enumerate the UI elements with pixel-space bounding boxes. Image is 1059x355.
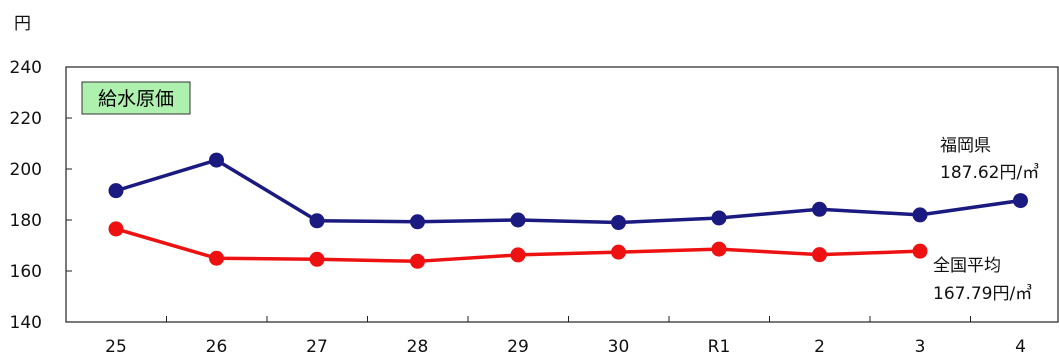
- x-tick-label: 25: [105, 337, 127, 355]
- y-tick-label: 220: [10, 109, 42, 129]
- y-tick-label: 140: [10, 313, 42, 333]
- data-point: [108, 183, 124, 199]
- series-line: [115, 158, 1021, 225]
- x-tick-label: 2: [814, 337, 825, 355]
- data-point: [410, 253, 425, 269]
- data-point: [812, 201, 827, 217]
- x-tick-label: 29: [507, 337, 529, 355]
- y-tick-label: 240: [10, 58, 42, 78]
- series-label-fukuoka-name: 福岡県: [940, 136, 991, 156]
- y-tick-label: 200: [10, 160, 42, 180]
- data-point: [510, 212, 526, 228]
- x-tick-label: 3: [915, 337, 926, 355]
- chart-title: 給水原価: [98, 88, 174, 110]
- series-national-average: [108, 221, 928, 269]
- x-tick-label: 26: [206, 337, 228, 355]
- x-axis-ticks: 25 26 27 28 29 30 R1 2 3 4: [105, 316, 1026, 355]
- series-label-national-value: 167.79円/㎥: [933, 284, 1032, 304]
- y-tick-label: 180: [10, 211, 42, 231]
- plot-area-frame: [65, 66, 1059, 323]
- data-point: [1013, 193, 1028, 209]
- series-label-national-name: 全国平均: [933, 256, 1001, 276]
- chart-title-box: 給水原価: [81, 81, 191, 115]
- data-point: [711, 210, 727, 226]
- x-tick-label: 30: [608, 337, 630, 355]
- data-point: [510, 247, 526, 263]
- series-label-fukuoka-value: 187.62円/㎥: [940, 163, 1039, 183]
- data-point: [611, 215, 626, 231]
- data-point: [410, 214, 425, 230]
- data-point: [611, 244, 626, 260]
- x-tick-label: 28: [407, 337, 429, 355]
- chart-title-background: [81, 81, 191, 115]
- y-axis-ticks: 140 160 180 200 220 240: [10, 58, 72, 333]
- data-point: [108, 221, 124, 237]
- x-tick-label: 27: [306, 337, 328, 355]
- data-point: [309, 251, 325, 267]
- y-axis-unit: 円: [14, 14, 31, 34]
- y-tick-label: 160: [10, 262, 42, 282]
- x-tick-label: 4: [1015, 337, 1026, 355]
- series-fukuoka: [108, 152, 1028, 231]
- data-point: [711, 241, 727, 257]
- data-point: [912, 243, 928, 259]
- data-point: [209, 250, 224, 266]
- x-tick-label: R1: [708, 337, 731, 355]
- data-point: [812, 247, 827, 263]
- data-point: [912, 207, 928, 223]
- data-point: [309, 213, 325, 229]
- data-point: [209, 152, 224, 168]
- series-layer: [108, 152, 1028, 269]
